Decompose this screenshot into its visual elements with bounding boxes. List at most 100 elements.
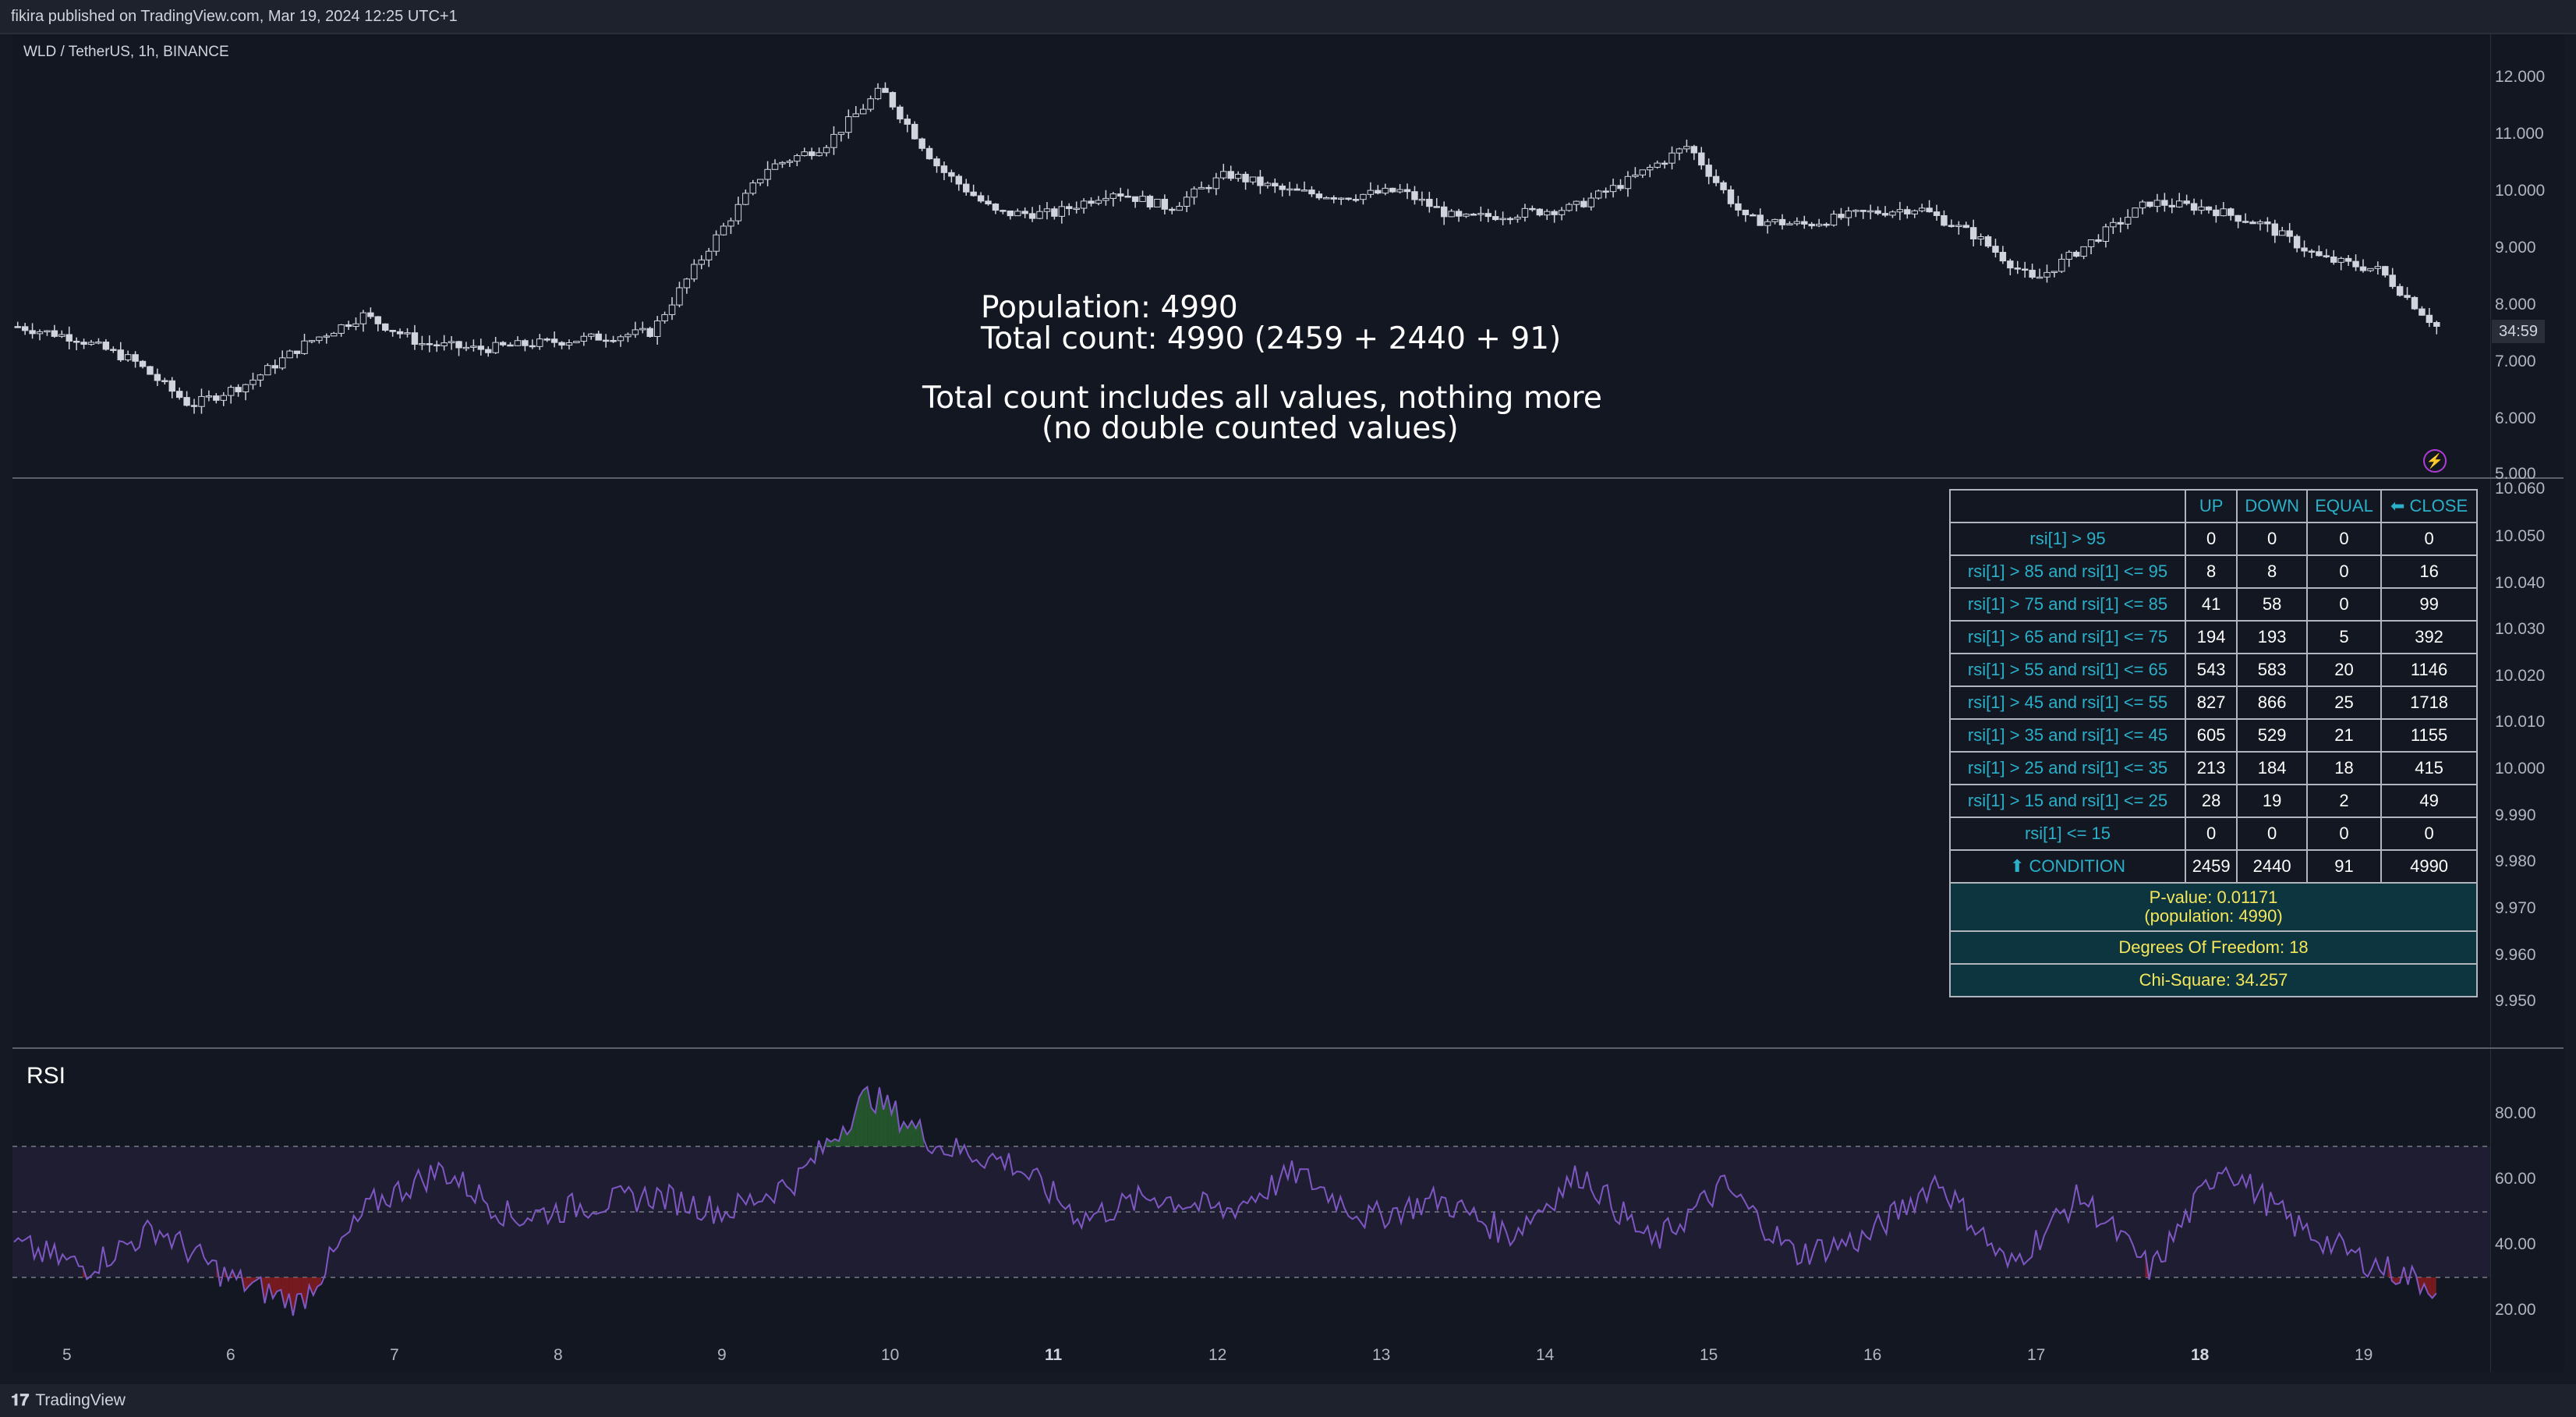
cell-down: 583 bbox=[2236, 653, 2308, 687]
candle-body bbox=[2271, 223, 2279, 236]
candle-body bbox=[1764, 221, 1771, 226]
candle-body bbox=[1514, 216, 1521, 220]
cell-equal: 18 bbox=[2305, 751, 2383, 785]
candle-body bbox=[2176, 200, 2183, 207]
cell-equal: 20 bbox=[2305, 653, 2383, 687]
candle-body bbox=[1661, 162, 1668, 165]
candle-body bbox=[786, 161, 794, 163]
candle-body bbox=[2433, 322, 2440, 327]
candle-body bbox=[661, 314, 668, 321]
candle-body bbox=[1529, 207, 1536, 211]
candle-body bbox=[2396, 285, 2404, 296]
candle-body bbox=[1088, 200, 1095, 204]
candle-body bbox=[588, 333, 595, 337]
price-axis[interactable] bbox=[2490, 34, 2564, 1372]
candle-body bbox=[852, 113, 859, 118]
candle-body bbox=[779, 161, 786, 165]
candle-body bbox=[411, 332, 419, 345]
candle-body bbox=[2132, 207, 2139, 218]
cell-close: 0 bbox=[2380, 522, 2478, 556]
candle-body bbox=[2382, 266, 2389, 276]
header-close: ⬅ CLOSE bbox=[2380, 489, 2478, 523]
row-label: rsi[1] > 15 and rsi[1] <= 25 bbox=[1949, 784, 2186, 818]
candle-body bbox=[1815, 223, 1823, 227]
candle-body bbox=[646, 328, 653, 337]
candle-body bbox=[1463, 214, 1470, 217]
candle-body bbox=[1396, 189, 1403, 193]
candle-body bbox=[161, 380, 168, 382]
candle-body bbox=[2337, 257, 2344, 263]
candle-body bbox=[286, 350, 293, 359]
table-header-row: UP DOWN EQUAL ⬅ CLOSE bbox=[1949, 489, 2478, 523]
candle-body bbox=[124, 354, 132, 360]
candle-body bbox=[73, 340, 80, 343]
candle-body bbox=[1639, 169, 1647, 175]
candle-body bbox=[1602, 190, 1609, 193]
cell-up: 213 bbox=[2184, 751, 2238, 785]
candle-body bbox=[448, 341, 455, 344]
candle-body bbox=[477, 345, 485, 350]
candle-body bbox=[139, 360, 147, 367]
candle-body bbox=[1698, 152, 1705, 166]
candle-body bbox=[1440, 206, 1448, 218]
candle-body bbox=[1477, 213, 1484, 215]
candle-body bbox=[1293, 188, 1300, 191]
candle-body bbox=[2153, 200, 2161, 207]
publish-header: fikira published on TradingView.com, Mar… bbox=[0, 0, 2576, 34]
candle-body bbox=[1000, 210, 1007, 212]
cell-equal: 5 bbox=[2305, 620, 2383, 654]
candle-body bbox=[14, 326, 21, 328]
oversold-fill bbox=[248, 1277, 253, 1287]
overbought-fill bbox=[830, 1139, 835, 1146]
price-tick: 7.000 bbox=[2495, 352, 2536, 370]
x-tick-label: 16 bbox=[1863, 1346, 1882, 1364]
mid-tick: 10.000 bbox=[2495, 760, 2546, 778]
candle-body bbox=[264, 365, 271, 376]
candle-body bbox=[257, 374, 264, 381]
chisq-cell: Chi-Square: 34.257 bbox=[1949, 963, 2478, 997]
candle-body bbox=[374, 316, 382, 324]
candle-body bbox=[1411, 191, 1418, 200]
candle-body bbox=[668, 304, 676, 315]
candle-body bbox=[2330, 256, 2337, 263]
lightning-icon[interactable]: ⚡ bbox=[2423, 449, 2447, 473]
cell-down: 8 bbox=[2236, 554, 2308, 589]
oversold-fill bbox=[301, 1277, 306, 1309]
candle-body bbox=[213, 395, 220, 401]
cell-down: 529 bbox=[2236, 718, 2308, 753]
pane-divider-bottom[interactable] bbox=[12, 1047, 2564, 1049]
header-equal: EQUAL bbox=[2305, 489, 2383, 523]
candle-body bbox=[331, 332, 338, 337]
condition-label: ⬆ CONDITION bbox=[1949, 849, 2186, 884]
row-label: rsi[1] <= 15 bbox=[1949, 817, 2186, 851]
candle-body bbox=[595, 333, 602, 341]
candle-body bbox=[1874, 210, 1881, 214]
candle-body bbox=[610, 339, 617, 342]
mid-tick: 10.010 bbox=[2495, 713, 2546, 731]
pane-divider-top[interactable] bbox=[12, 477, 2564, 479]
x-tick-label: 7 bbox=[390, 1346, 399, 1364]
cell-up: 543 bbox=[2184, 653, 2238, 687]
header-down: DOWN bbox=[2236, 489, 2308, 523]
candle-body bbox=[1021, 211, 1028, 214]
candle-body bbox=[625, 334, 632, 338]
x-tick-label: 19 bbox=[2355, 1346, 2373, 1364]
candle-body bbox=[2065, 251, 2072, 260]
candle-body bbox=[1169, 208, 1176, 211]
candle-body bbox=[2264, 221, 2271, 225]
candle-body bbox=[65, 334, 73, 342]
candle-body bbox=[1484, 213, 1491, 218]
candle-body bbox=[441, 342, 448, 347]
population-text: Population: 4990 bbox=[981, 290, 1238, 325]
candle-body bbox=[1786, 223, 1793, 225]
footer-bar: 𝟏𝟕 TradingView bbox=[0, 1384, 2576, 1417]
oversold-fill bbox=[297, 1277, 302, 1295]
candle-body bbox=[2352, 260, 2359, 267]
candle-body bbox=[1984, 236, 1992, 247]
row-label: rsi[1] > 85 and rsi[1] <= 95 bbox=[1949, 554, 2186, 589]
candle-body bbox=[933, 158, 940, 167]
overbought-fill bbox=[875, 1087, 879, 1146]
candle-body bbox=[1433, 206, 1440, 208]
candle-body bbox=[1793, 221, 1801, 225]
candle-body bbox=[51, 330, 58, 337]
